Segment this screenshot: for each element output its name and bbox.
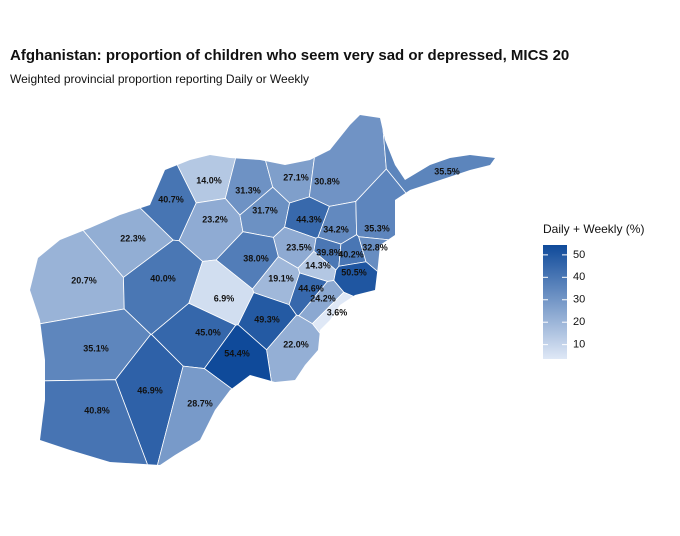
value-label: 24.2% xyxy=(310,293,336,303)
value-label: 6.9% xyxy=(214,293,235,303)
value-label: 20.7% xyxy=(71,275,97,285)
value-label: 38.0% xyxy=(243,253,269,263)
value-label: 23.2% xyxy=(202,214,228,224)
value-label: 23.5% xyxy=(286,242,312,252)
chart-subtitle: Weighted provincial proportion reporting… xyxy=(10,72,309,86)
value-label: 46.9% xyxy=(137,385,163,395)
value-label: 28.7% xyxy=(187,398,213,408)
legend: 10 20 30 40 50 xyxy=(543,249,585,351)
value-label: 50.5% xyxy=(341,267,367,277)
province xyxy=(30,115,197,242)
value-label: 35.1% xyxy=(83,343,109,353)
value-labels: 14.0% 31.3% 27.1% 30.8% 35.5% 40.7% 23.2% 31.7%… xyxy=(71,166,460,415)
value-label: 54.4% xyxy=(224,348,250,358)
value-label: 44.3% xyxy=(296,214,322,224)
province xyxy=(311,291,495,465)
value-label: 40.7% xyxy=(158,194,184,204)
legend-tick-label: 30 xyxy=(573,294,585,306)
legend-tick-label: 10 xyxy=(573,339,585,351)
value-label: 49.3% xyxy=(254,314,280,324)
province xyxy=(358,236,495,378)
value-label: 44.6% xyxy=(298,283,324,293)
legend-tick-label: 50 xyxy=(573,249,585,261)
value-label: 35.5% xyxy=(434,166,460,176)
value-label: 39.8% xyxy=(316,247,342,257)
value-label: 27.1% xyxy=(283,172,309,182)
value-label: 40.2% xyxy=(338,249,364,259)
value-label: 31.7% xyxy=(252,205,278,215)
legend-tick-label: 20 xyxy=(573,316,585,328)
value-label: 34.2% xyxy=(323,224,349,234)
chart-title: Afghanistan: proportion of children who … xyxy=(10,47,569,64)
province xyxy=(379,115,495,315)
value-label: 14.3% xyxy=(305,260,331,270)
value-label: 45.0% xyxy=(195,327,221,337)
value-label: 31.3% xyxy=(235,185,261,195)
value-label: 22.0% xyxy=(283,339,309,349)
value-label: 22.3% xyxy=(120,233,146,243)
value-label: 35.3% xyxy=(364,223,390,233)
legend-tick-label: 40 xyxy=(573,271,585,283)
value-label: 14.0% xyxy=(196,175,222,185)
value-label: 40.8% xyxy=(84,405,110,415)
legend-title: Daily + Weekly (%) xyxy=(543,222,644,236)
value-label: 40.0% xyxy=(150,273,176,283)
value-label: 19.1% xyxy=(268,273,294,283)
value-label: 32.8% xyxy=(362,242,388,252)
colorbar xyxy=(543,245,567,359)
value-label: 3.6% xyxy=(327,307,348,317)
value-label: 30.8% xyxy=(314,176,340,186)
